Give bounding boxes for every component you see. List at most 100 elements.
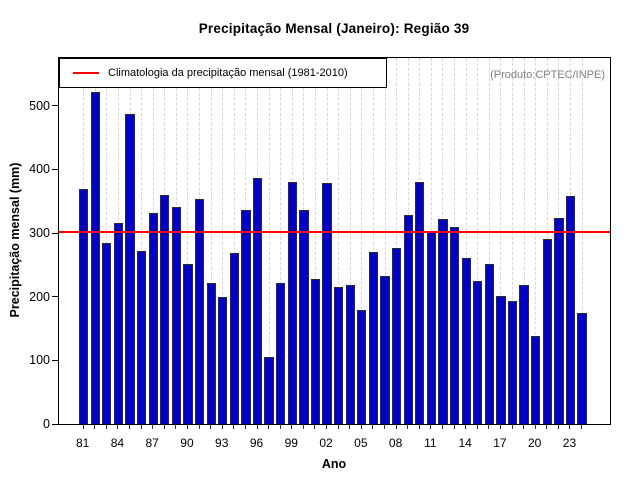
x-tick	[407, 424, 409, 429]
year-gridline	[338, 58, 340, 424]
x-tick	[105, 424, 107, 429]
bar-2021	[542, 239, 552, 424]
bar-2019	[519, 285, 529, 424]
year-gridline	[349, 58, 351, 424]
legend-label: Climatologia da precipitação mensal (198…	[108, 67, 348, 79]
x-tick	[465, 424, 467, 429]
y-tick-label: 500	[29, 98, 50, 113]
x-tick	[268, 424, 270, 429]
bar-2017	[496, 296, 506, 424]
x-tick-label: 05	[354, 436, 368, 450]
bar-1983	[102, 243, 112, 424]
bar-2015	[473, 280, 483, 424]
bar-2006	[368, 251, 379, 424]
x-tick-label: 96	[249, 436, 264, 450]
year-gridline	[268, 58, 270, 424]
bar-2001	[310, 278, 321, 424]
bar-1981	[79, 188, 89, 424]
bar-1989	[171, 206, 182, 424]
x-tick-label: 90	[180, 436, 194, 450]
bar-1992	[206, 282, 216, 424]
bar-1996	[252, 177, 263, 424]
bar-2012	[438, 219, 448, 424]
x-tick	[186, 424, 188, 429]
year-gridline	[477, 58, 479, 424]
year-gridline	[581, 58, 583, 424]
y-tick-label: 400	[29, 162, 50, 177]
x-tick	[94, 424, 96, 429]
year-gridline	[384, 58, 386, 424]
bar-2011	[426, 230, 437, 424]
bar-1993	[218, 297, 228, 424]
x-tick	[511, 424, 513, 429]
x-tick	[314, 424, 316, 429]
x-tick	[210, 424, 212, 429]
bar-1986	[136, 250, 147, 424]
x-tick	[441, 424, 443, 429]
y-tick	[52, 105, 59, 107]
bar-1994	[229, 253, 239, 424]
year-gridline	[488, 58, 490, 424]
x-tick	[140, 424, 142, 429]
source-annotation: (Produto:CPTEC/INPE)	[490, 69, 605, 81]
bar-1990	[183, 264, 193, 424]
year-gridline	[187, 58, 189, 424]
y-tick-label: 200	[29, 289, 50, 304]
bar-1985	[125, 114, 135, 424]
x-tick-label: 23	[562, 436, 577, 450]
bar-2005	[357, 310, 367, 424]
y-tick	[52, 423, 59, 425]
year-gridline	[396, 58, 398, 424]
bar-1982	[90, 91, 100, 424]
x-tick	[569, 424, 571, 429]
legend-line-sample	[73, 72, 99, 74]
bar-1995	[241, 209, 251, 424]
bar-2004	[345, 285, 355, 424]
year-gridline	[361, 58, 363, 424]
x-tick	[395, 424, 397, 429]
x-tick-label: 81	[75, 436, 90, 450]
x-tick-label: 14	[458, 436, 472, 450]
year-gridline	[233, 58, 235, 424]
x-tick	[476, 424, 478, 429]
bar-2016	[484, 264, 494, 424]
x-tick	[384, 424, 385, 429]
x-tick	[546, 424, 548, 429]
x-tick	[244, 424, 246, 429]
bar-2010	[415, 181, 425, 424]
bar-2013	[449, 226, 460, 424]
climatology-line	[59, 230, 610, 233]
x-axis-title: Ano	[321, 457, 347, 471]
legend: Climatologia da precipitação mensal (198…	[59, 58, 387, 88]
x-tick	[523, 424, 525, 429]
x-tick	[360, 424, 362, 429]
x-tick	[117, 424, 119, 429]
bar-2014	[461, 257, 471, 424]
x-tick	[372, 424, 374, 429]
bar-1987	[148, 212, 158, 424]
x-tick-label: 87	[145, 436, 159, 450]
year-gridline	[535, 58, 537, 424]
x-tick-label: 08	[388, 436, 403, 450]
bar-2018	[507, 301, 518, 424]
plot-area: 0 100 200 300 400 500 Climatologia da precipi…	[29, 57, 611, 430]
x-tick	[256, 424, 258, 429]
bar-2022	[554, 217, 564, 424]
year-gridline	[210, 58, 212, 424]
year-gridline	[106, 58, 108, 424]
bar-1991	[194, 199, 205, 424]
bar-1988	[160, 194, 170, 424]
y-tick-label: 300	[29, 226, 50, 241]
x-tick	[129, 424, 130, 429]
bar-2024	[577, 312, 587, 424]
x-tick-label: 93	[215, 436, 229, 450]
y-tick	[52, 359, 59, 361]
x-tick	[453, 424, 455, 429]
x-tick	[279, 424, 281, 429]
bar-1999	[287, 181, 297, 424]
bar-2002	[322, 182, 332, 424]
bar-2023	[565, 196, 576, 424]
x-tick	[418, 424, 420, 429]
x-tick	[291, 424, 293, 429]
x-tick	[152, 424, 154, 429]
